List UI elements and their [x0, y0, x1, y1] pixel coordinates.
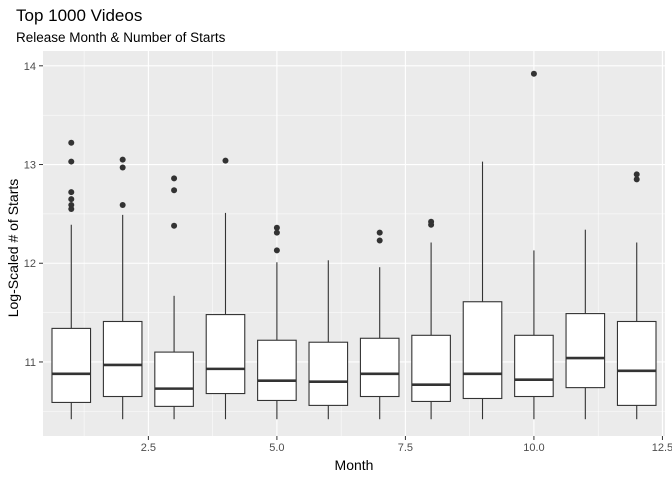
y-tick-label: 11	[25, 357, 36, 369]
outlier-point	[68, 189, 75, 196]
box-iqr	[102, 320, 143, 398]
box-month-11	[565, 229, 606, 420]
box-iqr	[411, 334, 451, 402]
box-iqr	[51, 327, 92, 403]
box-iqr	[257, 339, 297, 402]
box-month-3	[154, 175, 194, 420]
box-iqr	[154, 351, 194, 407]
outlier-point	[273, 224, 280, 231]
y-axis-title: Log-Scaled # of Starts	[5, 179, 21, 318]
x-tick-label: 12.5	[652, 442, 672, 454]
box-month-9	[462, 161, 503, 420]
outlier-point	[633, 171, 640, 178]
x-tick-label: 7.5	[398, 442, 413, 454]
box-month-7	[359, 229, 400, 420]
box-iqr	[359, 337, 400, 398]
outlier-point	[68, 139, 75, 146]
outlier-point	[171, 187, 178, 194]
box-series	[51, 70, 657, 420]
outlier-point	[171, 222, 178, 229]
outlier-point	[119, 202, 126, 208]
outlier-point	[428, 218, 435, 225]
outlier-point	[171, 175, 178, 182]
outlier-point	[119, 156, 126, 163]
outlier-point	[530, 70, 537, 77]
box-month-2	[102, 156, 143, 420]
box-iqr	[565, 313, 606, 389]
box-month-8	[411, 218, 451, 420]
box-iqr	[462, 301, 503, 400]
y-tick-label: 14	[24, 61, 36, 73]
box-month-12	[616, 171, 657, 420]
box-month-10	[514, 70, 554, 420]
outlier-point	[376, 229, 383, 236]
outlier-point	[273, 229, 280, 236]
outlier-point	[119, 164, 126, 171]
box-month-6	[308, 260, 349, 420]
outlier-point	[633, 176, 640, 183]
outlier-point	[68, 202, 75, 208]
y-axis-ticks: 11 12 13 14	[24, 61, 43, 369]
y-tick-label: 12	[24, 258, 36, 270]
x-tick-label: 10.0	[523, 442, 544, 454]
x-tick-label: 2.5	[141, 442, 156, 454]
x-axis-ticks: 2.5 5.0 7.5 10.0 12.5	[141, 436, 672, 454]
box-iqr	[514, 334, 554, 398]
box-iqr	[616, 320, 657, 406]
grid-lines	[43, 51, 665, 436]
outlier-point	[222, 157, 229, 164]
box-month-1	[51, 139, 92, 420]
x-tick-label: 5.0	[269, 442, 284, 454]
y-tick-label: 13	[24, 160, 36, 172]
outlier-point	[68, 158, 75, 165]
chart-subtitle: Release Month & Number of Starts	[16, 30, 226, 45]
box-month-5	[257, 224, 297, 420]
outlier-point	[273, 247, 280, 254]
x-axis-title: Month	[335, 457, 374, 473]
box-iqr	[308, 341, 349, 406]
box-iqr	[205, 314, 246, 395]
chart-title: Top 1000 Videos	[16, 6, 142, 25]
outlier-point	[376, 237, 383, 244]
box-month-4	[205, 157, 246, 420]
outlier-point	[68, 196, 75, 203]
